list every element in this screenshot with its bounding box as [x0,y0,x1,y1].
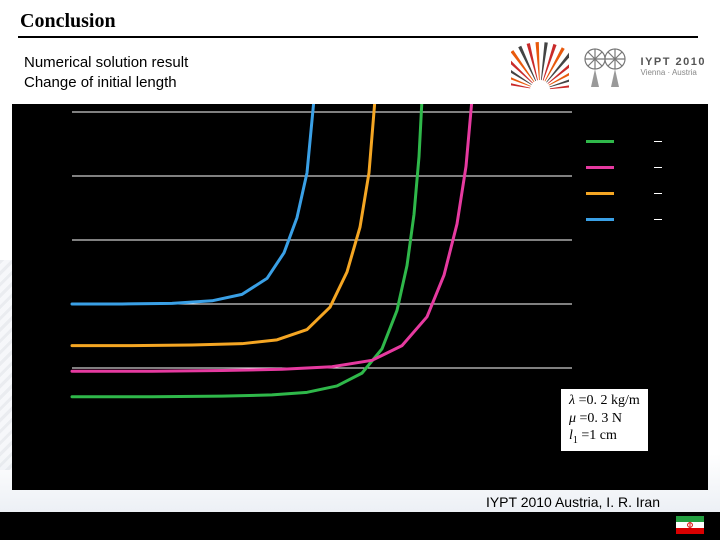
l1-subscript: 1 [573,435,578,446]
iypt-year: IYPT 2010 [641,56,706,68]
legend-swatch-blue [586,218,614,221]
legend-tick [654,219,662,220]
legend-swatch-pink [586,166,614,169]
lambda-value: =0. 2 kg/m [579,393,640,408]
legend-swatch-orange [586,192,614,195]
subtitle-line-2: Change of initial length [24,74,177,91]
l1-value: =1 cm [581,428,617,443]
legend-row-green [586,128,662,154]
footer-bar [0,512,720,540]
iypt-sub: Vienna · Austria [641,68,706,77]
sunburst-icon [511,38,569,94]
event-logos: IYPT 2010 Vienna · Austria [511,38,706,94]
subtitle-line-1: Numerical solution result [24,54,188,71]
legend-row-orange [586,180,662,206]
legend-row-pink [586,154,662,180]
mu-symbol: μ [569,411,576,426]
page-title: Conclusion [20,10,116,33]
legend-swatch-green [586,140,614,143]
legend-tick [654,193,662,194]
param-mu: μ =0. 3 N [569,410,640,428]
iypt-text-block: IYPT 2010 Vienna · Austria [641,56,706,77]
lambda-symbol: λ [569,393,575,408]
legend-tick [654,167,662,168]
footer-text: IYPT 2010 Austria, I. R. Iran [486,494,660,510]
legend-row-blue [586,206,662,232]
parameters-box: λ =0. 2 kg/m μ =0. 3 N l1 =1 cm [560,388,649,452]
iran-flag-icon [676,516,704,534]
param-l1: l1 =1 cm [569,427,640,447]
numerical-chart: λ =0. 2 kg/m μ =0. 3 N l1 =1 cm [12,104,708,490]
ferris-wheel-icon [579,43,631,89]
legend-tick [654,141,662,142]
chart-legend [586,128,662,232]
slide-root: Conclusion Numerical solution result Cha… [0,0,720,540]
param-lambda: λ =0. 2 kg/m [569,392,640,410]
mu-value: =0. 3 N [580,411,623,426]
